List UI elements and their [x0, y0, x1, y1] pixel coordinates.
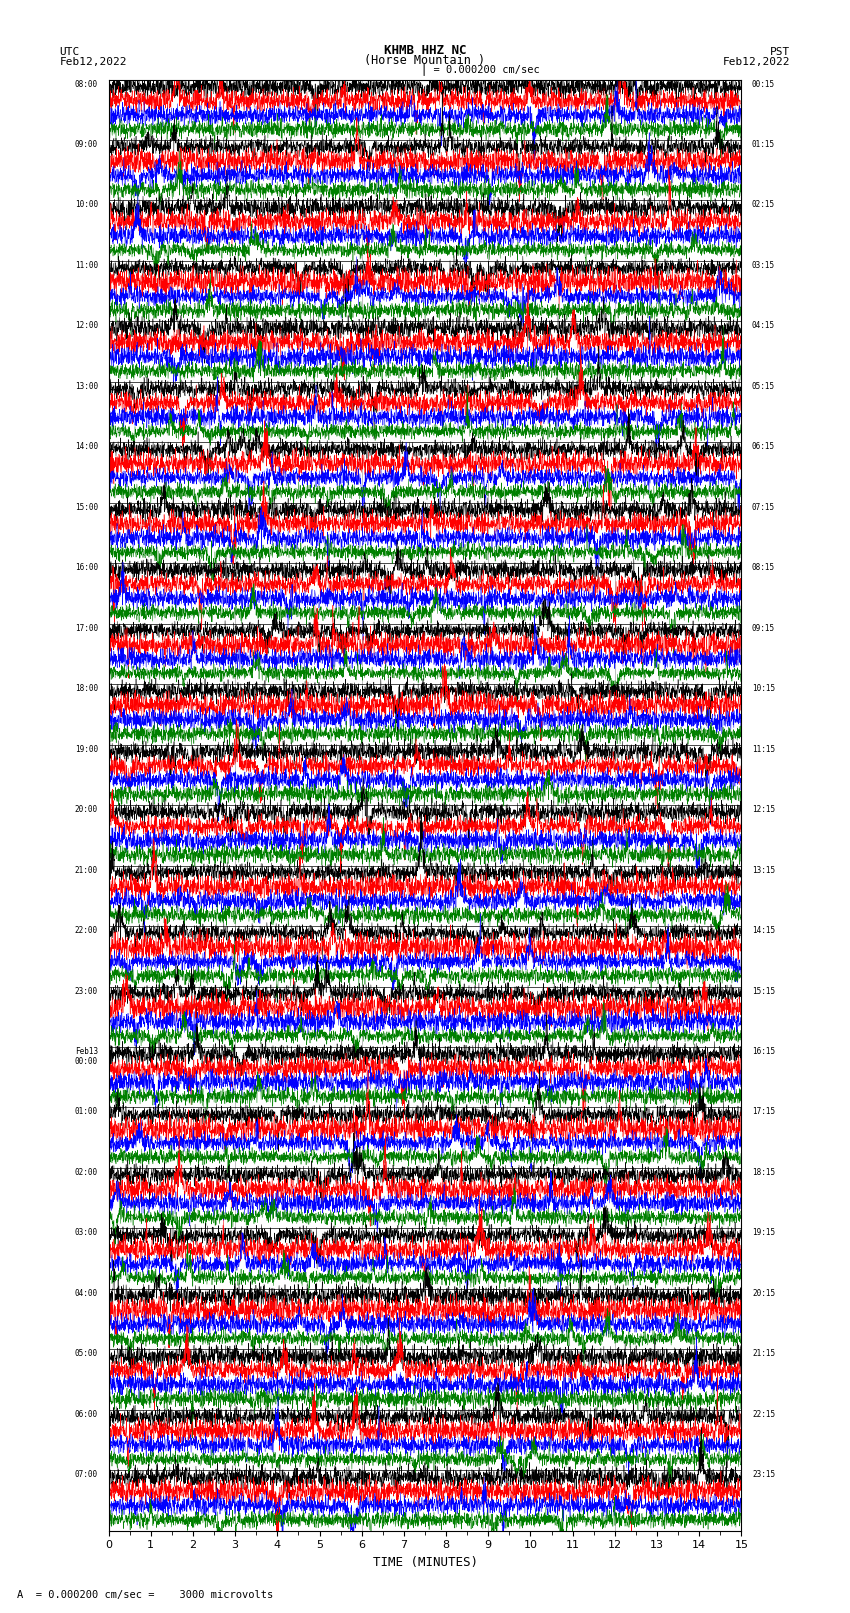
Text: 07:15: 07:15: [752, 503, 775, 511]
Text: PST: PST: [770, 47, 790, 58]
Text: 12:00: 12:00: [75, 321, 98, 331]
Text: 18:15: 18:15: [752, 1168, 775, 1177]
Text: 23:00: 23:00: [75, 987, 98, 995]
Text: 01:15: 01:15: [752, 140, 775, 148]
Text: 21:15: 21:15: [752, 1350, 775, 1358]
Text: 03:15: 03:15: [752, 261, 775, 269]
Text: 01:00: 01:00: [75, 1108, 98, 1116]
Text: 16:15: 16:15: [752, 1047, 775, 1057]
Text: 02:00: 02:00: [75, 1168, 98, 1177]
Text: 06:00: 06:00: [75, 1410, 98, 1419]
Text: 11:15: 11:15: [752, 745, 775, 753]
Text: 11:00: 11:00: [75, 261, 98, 269]
Text: 19:00: 19:00: [75, 745, 98, 753]
Text: 09:00: 09:00: [75, 140, 98, 148]
Text: (Horse Mountain ): (Horse Mountain ): [365, 53, 485, 66]
Text: Feb12,2022: Feb12,2022: [60, 56, 127, 66]
Text: 19:15: 19:15: [752, 1229, 775, 1237]
Text: KHMB HHZ NC: KHMB HHZ NC: [383, 44, 467, 58]
Text: Feb12,2022: Feb12,2022: [723, 56, 791, 66]
Text: 14:00: 14:00: [75, 442, 98, 452]
Text: 09:15: 09:15: [752, 624, 775, 632]
Text: 04:15: 04:15: [752, 321, 775, 331]
Text: 18:00: 18:00: [75, 684, 98, 694]
X-axis label: TIME (MINUTES): TIME (MINUTES): [372, 1557, 478, 1569]
Text: UTC: UTC: [60, 47, 80, 58]
Text: 16:00: 16:00: [75, 563, 98, 573]
Text: 21:00: 21:00: [75, 866, 98, 874]
Text: 02:15: 02:15: [752, 200, 775, 210]
Text: 07:00: 07:00: [75, 1469, 98, 1479]
Text: 23:15: 23:15: [752, 1469, 775, 1479]
Text: 15:15: 15:15: [752, 987, 775, 995]
Text: 13:00: 13:00: [75, 382, 98, 390]
Text: 10:00: 10:00: [75, 200, 98, 210]
Text: 12:15: 12:15: [752, 805, 775, 815]
Text: 17:15: 17:15: [752, 1108, 775, 1116]
Text: A  = 0.000200 cm/sec =    3000 microvolts: A = 0.000200 cm/sec = 3000 microvolts: [17, 1590, 273, 1600]
Text: 22:00: 22:00: [75, 926, 98, 936]
Text: 00:15: 00:15: [752, 79, 775, 89]
Text: 03:00: 03:00: [75, 1229, 98, 1237]
Text: 20:00: 20:00: [75, 805, 98, 815]
Text: 15:00: 15:00: [75, 503, 98, 511]
Text: 05:15: 05:15: [752, 382, 775, 390]
Text: Feb13
00:00: Feb13 00:00: [75, 1047, 98, 1066]
Text: 22:15: 22:15: [752, 1410, 775, 1419]
Text: 17:00: 17:00: [75, 624, 98, 632]
Text: 08:15: 08:15: [752, 563, 775, 573]
Text: 13:15: 13:15: [752, 866, 775, 874]
Text: 06:15: 06:15: [752, 442, 775, 452]
Text: 14:15: 14:15: [752, 926, 775, 936]
Text: 05:00: 05:00: [75, 1350, 98, 1358]
Text: 08:00: 08:00: [75, 79, 98, 89]
Text: 10:15: 10:15: [752, 684, 775, 694]
Text: 04:00: 04:00: [75, 1289, 98, 1298]
Text: ⎮ = 0.000200 cm/sec: ⎮ = 0.000200 cm/sec: [421, 63, 540, 76]
Text: 20:15: 20:15: [752, 1289, 775, 1298]
